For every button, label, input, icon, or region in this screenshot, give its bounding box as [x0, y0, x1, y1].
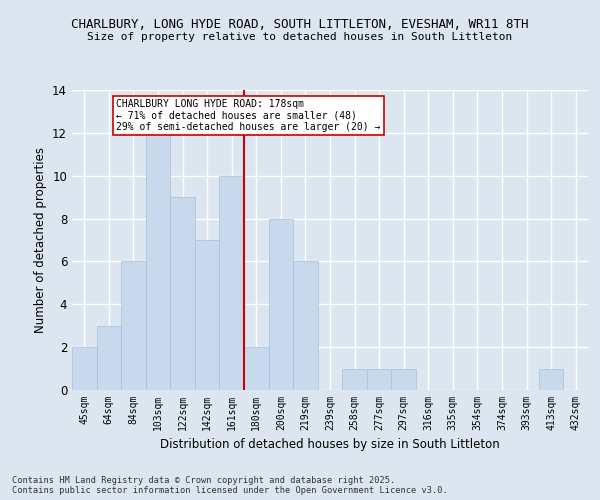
Bar: [72, 347, 97, 390]
Bar: [244, 347, 269, 390]
Bar: [293, 262, 318, 390]
Bar: [539, 368, 563, 390]
Text: Contains HM Land Registry data © Crown copyright and database right 2025.
Contai: Contains HM Land Registry data © Crown c…: [12, 476, 448, 495]
Y-axis label: Number of detached properties: Number of detached properties: [34, 147, 47, 333]
Text: Size of property relative to detached houses in South Littleton: Size of property relative to detached ho…: [88, 32, 512, 42]
Text: CHARLBURY LONG HYDE ROAD: 178sqm
← 71% of detached houses are smaller (48)
29% o: CHARLBURY LONG HYDE ROAD: 178sqm ← 71% o…: [116, 98, 380, 132]
Bar: [146, 133, 170, 390]
Bar: [121, 262, 146, 390]
Bar: [391, 368, 416, 390]
Bar: [195, 240, 220, 390]
Bar: [170, 197, 195, 390]
Bar: [220, 176, 244, 390]
Bar: [342, 368, 367, 390]
Text: CHARLBURY, LONG HYDE ROAD, SOUTH LITTLETON, EVESHAM, WR11 8TH: CHARLBURY, LONG HYDE ROAD, SOUTH LITTLET…: [71, 18, 529, 30]
X-axis label: Distribution of detached houses by size in South Littleton: Distribution of detached houses by size …: [160, 438, 500, 452]
Bar: [97, 326, 121, 390]
Bar: [269, 218, 293, 390]
Bar: [367, 368, 391, 390]
